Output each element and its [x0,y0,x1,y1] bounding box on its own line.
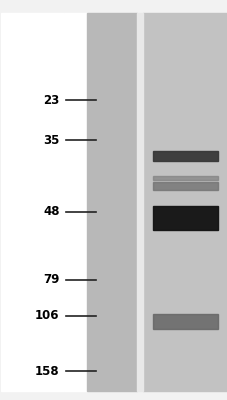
Text: 48: 48 [43,206,59,218]
Text: 35: 35 [43,134,59,147]
Text: 106: 106 [35,309,59,322]
Bar [86,13,136,391]
Bar [152,314,217,329]
Bar [143,13,226,391]
Bar [152,151,217,161]
Text: 79: 79 [43,273,59,286]
Text: 158: 158 [35,365,59,378]
Bar [64,13,86,391]
Bar [1,13,64,391]
Bar [152,206,217,230]
Bar [152,176,217,180]
Bar [136,13,143,391]
Bar [152,182,217,190]
Text: 23: 23 [43,94,59,107]
